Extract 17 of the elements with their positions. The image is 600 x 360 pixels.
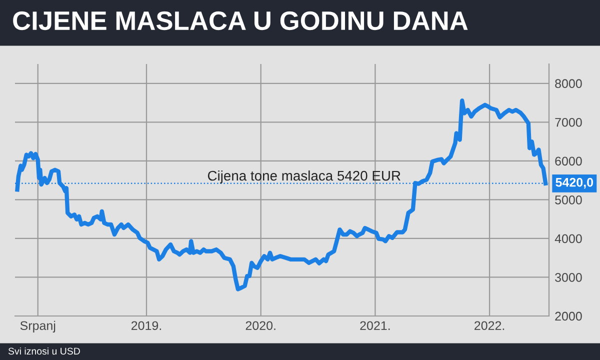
x-tick-label: 2021. (360, 321, 390, 330)
x-tick-label: 2019. (131, 321, 161, 330)
annotation: 5420,0 (556, 178, 594, 189)
chart-title: CIJENE MASLACA U GODINU DANA (13, 11, 468, 30)
y-tick-label: 2000 (555, 312, 582, 321)
y-tick-label: 8000 (555, 79, 582, 88)
line-series (15, 98, 548, 292)
ref-line-label: Cijena tone maslaca 5420 EUR (208, 170, 400, 184)
x-tick-label: Srpanj (20, 320, 56, 333)
y-tick-label: 6000 (555, 156, 582, 166)
y-tick-label: 5000 (555, 195, 582, 204)
y-tick-label: 7000 (555, 118, 582, 127)
text: Svi iznosi u USD (8, 347, 80, 355)
y-tick-label: 3000 (555, 273, 582, 282)
x-tick-label: 2020. (246, 321, 276, 330)
y-tick-label: 4000 (554, 234, 582, 244)
x-tick-label: 2022. (474, 321, 504, 330)
